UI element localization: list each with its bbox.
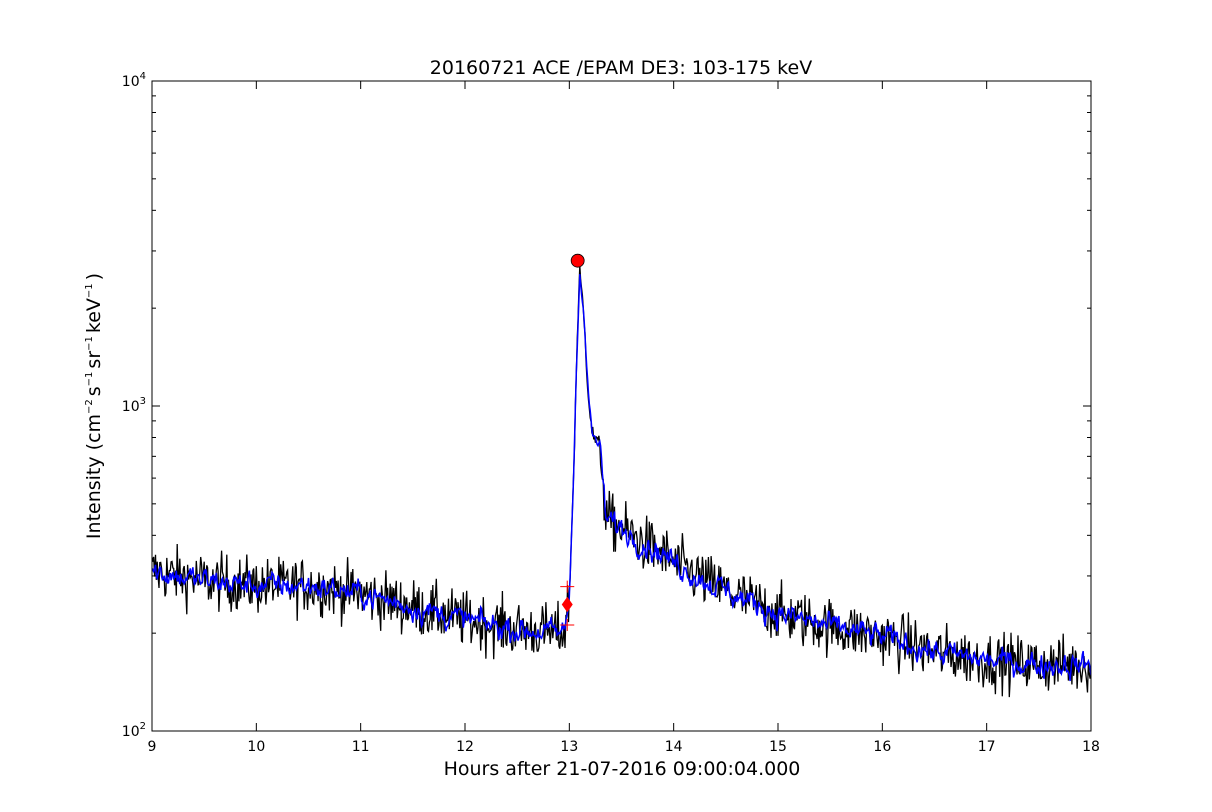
chart-title: 20160721 ACE /EPAM DE3: 103-175 keV [430, 57, 812, 79]
x-tick-label: 16 [873, 739, 891, 755]
series-line-raw [152, 265, 1091, 698]
peak-marker [570, 253, 585, 268]
x-tick-label: 12 [456, 739, 474, 755]
x-tick-label: 15 [769, 739, 787, 755]
y-tick-label: 104 [122, 71, 146, 90]
plot-area [152, 253, 1091, 698]
x-tick-label: 11 [352, 739, 370, 755]
y-label-exp-4: −1 [84, 283, 95, 298]
y-tick-label: 102 [122, 721, 146, 740]
y-label-exp-3: −1 [84, 336, 95, 351]
plot-frame [151, 80, 1092, 732]
onset-error-marker [560, 580, 575, 593]
series-line-smoothed [152, 274, 1091, 682]
onset-marker [561, 596, 573, 613]
y-label-unit-s: s [83, 386, 105, 396]
x-tick-label: 13 [560, 739, 578, 755]
y-axis-label: Intensity (cm−2s−1sr−1keV−1) [83, 273, 105, 539]
x-tick-label: 10 [247, 739, 265, 755]
x-axis-label: Hours after 21-07-2016 09:00:04.000 [444, 758, 801, 780]
y-label-exp-2: −1 [84, 372, 95, 387]
y-label-prefix: Intensity (cm [83, 414, 105, 539]
y-label-unit-sr: sr [83, 351, 105, 369]
x-tick-label: 14 [665, 739, 683, 755]
y-label-unit-kev: keV [83, 298, 105, 333]
y-tick-label: 103 [122, 396, 146, 415]
axis-ticks: 9 10 11 12 13 14 15 16 17 18 102 103 104 [122, 71, 1100, 755]
x-tick-label: 17 [978, 739, 996, 755]
y-label-exp-1: −2 [84, 399, 95, 414]
x-tick-label: 18 [1082, 739, 1100, 755]
onset-error-marker [560, 618, 575, 631]
y-label-suffix: ) [83, 273, 105, 280]
x-tick-label: 9 [148, 739, 157, 755]
